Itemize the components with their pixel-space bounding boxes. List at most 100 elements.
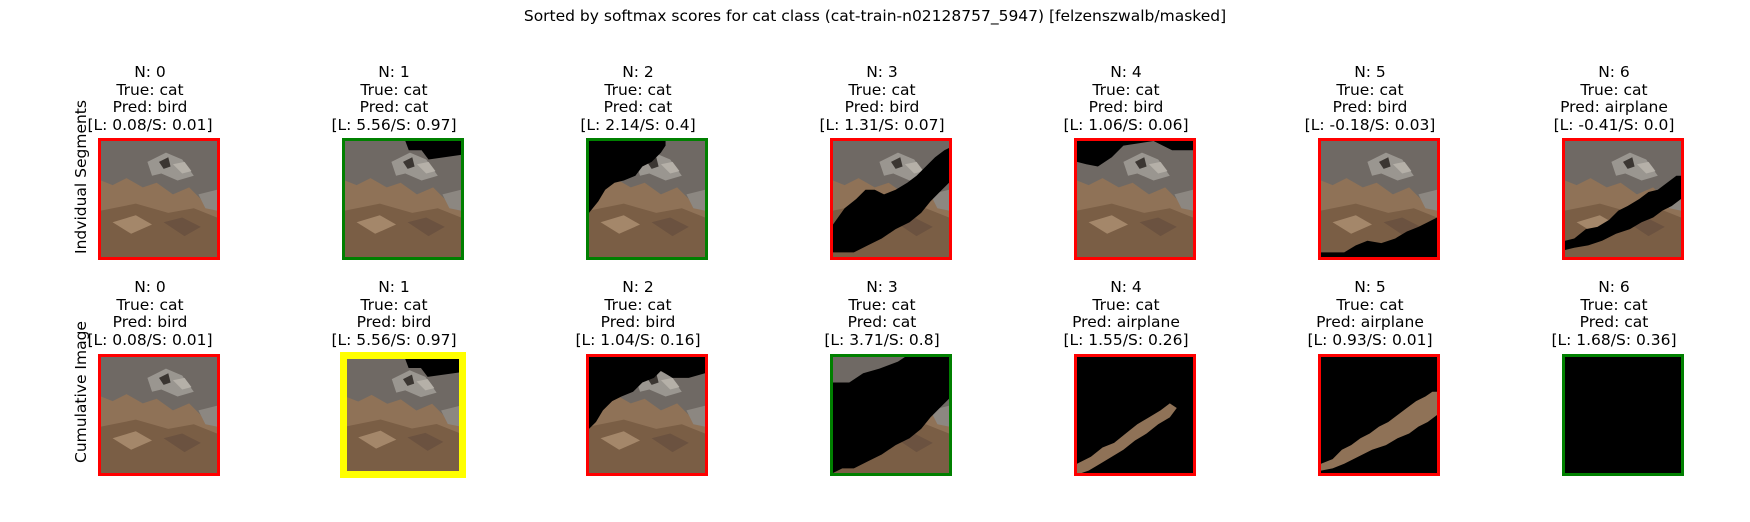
panel-scores: [L: 0.93/S: 0.01] <box>1307 330 1433 349</box>
panel-n: N: 4 <box>1110 63 1142 81</box>
panel-title: N: 1 True: cat Pred: cat [L: 5.56/S: 0.9… <box>294 63 494 134</box>
segment-thumbnail <box>1074 138 1196 260</box>
panel-n: N: 2 <box>622 63 654 81</box>
segment-image <box>833 141 949 257</box>
mask-region <box>1321 217 1437 257</box>
panel-title: N: 4 True: cat Pred: bird [L: 1.06/S: 0.… <box>1026 63 1226 134</box>
panel-true: True: cat <box>1092 295 1160 314</box>
segment-thumbnail <box>98 138 220 260</box>
panel-scores: [L: 0.08/S: 0.01] <box>87 330 213 349</box>
panel-n: N: 0 <box>134 63 166 81</box>
panel-scores: [L: 1.68/S: 0.36] <box>1551 330 1677 349</box>
panel-pred: Pred: bird <box>600 313 676 331</box>
segment-image <box>1565 141 1681 257</box>
panel-scores: [L: 1.55/S: 0.26] <box>1063 330 1189 349</box>
panel-true: True: cat <box>604 80 672 99</box>
panel-pred: Pred: cat <box>359 98 429 116</box>
mask-region <box>347 359 459 377</box>
panel-title: N: 2 True: cat Pred: bird [L: 1.04/S: 0.… <box>538 278 738 349</box>
cumulative-thumbnail <box>830 354 952 476</box>
panel-pred: Pred: cat <box>1579 313 1649 331</box>
panel-pred: Pred: airplane <box>1316 313 1424 331</box>
segment-image <box>101 141 217 257</box>
panel-true: True: cat <box>1580 80 1648 99</box>
panel-scores: [L: 1.04/S: 0.16] <box>575 330 701 349</box>
panel-title: N: 6 True: cat Pred: cat [L: 1.68/S: 0.3… <box>1514 278 1714 349</box>
panel-title: N: 3 True: cat Pred: cat [L: 3.71/S: 0.8… <box>782 278 982 349</box>
panel-n: N: 6 <box>1598 63 1630 81</box>
panel-true: True: cat <box>116 80 184 99</box>
panel-true: True: cat <box>1336 295 1404 314</box>
cumulative-image <box>833 357 949 473</box>
cumulative-thumbnail <box>98 354 220 476</box>
panel-true: True: cat <box>1092 80 1160 99</box>
panel-pred: Pred: bird <box>112 313 188 331</box>
panel-pred: Pred: cat <box>603 98 673 116</box>
mask-region <box>1077 141 1193 167</box>
cumulative-thumbnail <box>1074 354 1196 476</box>
panel-n: N: 5 <box>1354 278 1386 296</box>
panel-scores: [L: 1.31/S: 0.07] <box>819 115 945 134</box>
panel-n: N: 1 <box>378 63 410 81</box>
mask-region <box>833 357 949 473</box>
panel-pred: Pred: bird <box>1332 98 1408 116</box>
mask-region <box>345 141 461 160</box>
segment-image <box>1077 141 1193 257</box>
mask-region <box>589 141 666 213</box>
panel-n: N: 3 <box>866 278 898 296</box>
figure-title: Sorted by softmax scores for cat class (… <box>523 7 1227 25</box>
panel-true: True: cat <box>604 295 672 314</box>
panel-title: N: 6 True: cat Pred: airplane [L: -0.41/… <box>1514 63 1714 134</box>
cumulative-thumbnail <box>1562 354 1684 476</box>
panel-scores: [L: -0.18/S: 0.03] <box>1304 115 1436 134</box>
cumulative-thumbnail <box>340 352 466 478</box>
panel-n: N: 2 <box>622 278 654 296</box>
visible-region <box>1321 391 1437 471</box>
panel-true: True: cat <box>848 295 916 314</box>
panel-scores: [L: 2.14/S: 0.4] <box>580 115 696 134</box>
panel-true: True: cat <box>1336 80 1404 99</box>
panel-true: True: cat <box>116 295 184 314</box>
panel-title: N: 0 True: cat Pred: bird [L: 0.08/S: 0.… <box>50 278 250 349</box>
panel-n: N: 1 <box>378 278 410 296</box>
cumulative-image <box>101 357 217 473</box>
panel-n: N: 6 <box>1598 278 1630 296</box>
panel-scores: [L: -0.41/S: 0.0] <box>1553 115 1675 134</box>
panel-scores: [L: 5.56/S: 0.97] <box>331 115 457 134</box>
mask-region <box>833 147 949 253</box>
panel-title: N: 0 True: cat Pred: bird [L: 0.08/S: 0.… <box>50 63 250 134</box>
panel-true: True: cat <box>848 80 916 99</box>
panel-true: True: cat <box>360 295 428 314</box>
cumulative-thumbnail <box>1318 354 1440 476</box>
panel-title: N: 4 True: cat Pred: airplane [L: 1.55/S… <box>1026 278 1226 349</box>
panel-scores: [L: 0.08/S: 0.01] <box>87 115 213 134</box>
cumulative-image <box>1321 357 1437 473</box>
cumulative-thumbnail <box>586 354 708 476</box>
panel-true: True: cat <box>1580 295 1648 314</box>
panel-pred: Pred: bird <box>112 98 188 116</box>
segment-thumbnail <box>1318 138 1440 260</box>
mask-region <box>589 357 705 429</box>
panel-n: N: 3 <box>866 63 898 81</box>
panel-title: N: 5 True: cat Pred: bird [L: -0.18/S: 0… <box>1270 63 1470 134</box>
cumulative-image <box>1565 357 1681 473</box>
mask-region <box>1565 175 1681 251</box>
segment-image <box>589 141 705 257</box>
segment-image <box>345 141 461 257</box>
panel-title: N: 5 True: cat Pred: airplane [L: 0.93/S… <box>1270 278 1470 349</box>
segment-image <box>1321 141 1437 257</box>
segment-thumbnail <box>830 138 952 260</box>
panel-scores: [L: 5.56/S: 0.97] <box>331 330 457 349</box>
panel-true: True: cat <box>360 80 428 99</box>
panel-pred: Pred: cat <box>847 313 917 331</box>
panel-title: N: 2 True: cat Pred: cat [L: 2.14/S: 0.4… <box>538 63 738 134</box>
panel-title: N: 1 True: cat Pred: bird [L: 5.56/S: 0.… <box>294 278 494 349</box>
panel-n: N: 5 <box>1354 63 1386 81</box>
panel-n: N: 4 <box>1110 278 1142 296</box>
panel-n: N: 0 <box>134 278 166 296</box>
panel-title: N: 3 True: cat Pred: bird [L: 1.31/S: 0.… <box>782 63 982 134</box>
panel-pred: Pred: airplane <box>1560 98 1668 116</box>
segment-thumbnail <box>586 138 708 260</box>
cumulative-image <box>589 357 705 473</box>
cumulative-image <box>347 359 459 471</box>
